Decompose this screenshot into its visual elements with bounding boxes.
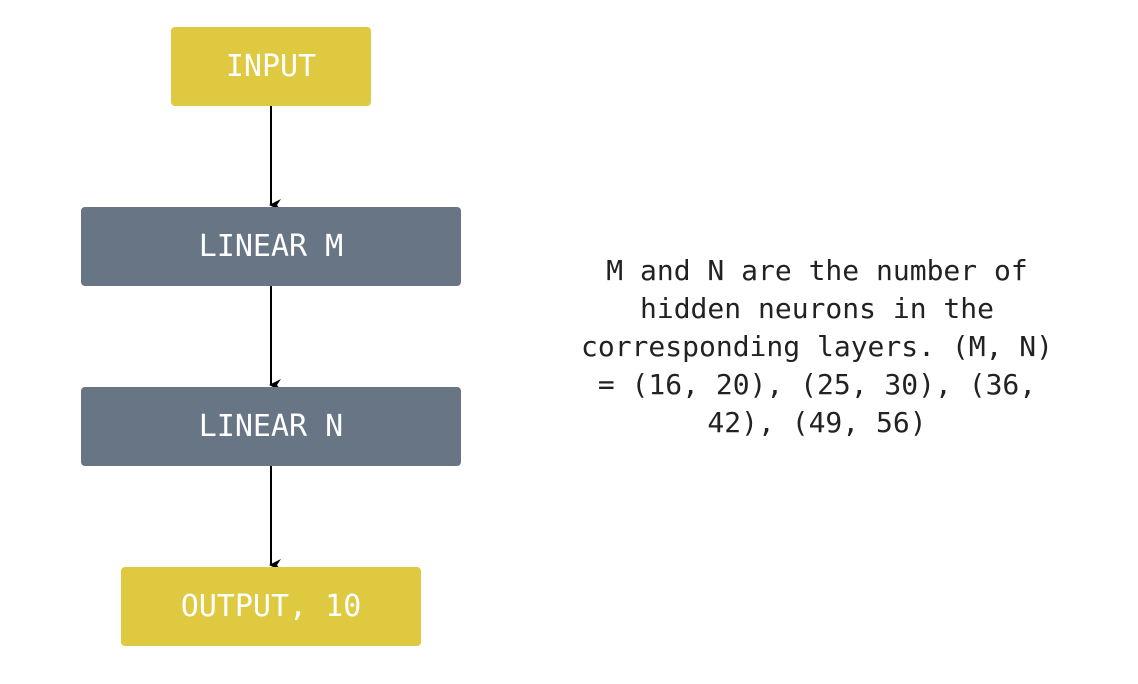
- output-node-label: OUTPUT, 10: [180, 589, 362, 624]
- output-node: OUTPUT, 10: [121, 567, 421, 646]
- annotation-note: M and N are the number of hidden neurons…: [580, 254, 1053, 439]
- input-node: INPUT: [171, 27, 371, 106]
- linear-m-node-label: LINEAR M: [198, 229, 344, 264]
- linear-n-node: LINEAR N: [81, 387, 461, 466]
- linear-m-node: LINEAR M: [81, 207, 461, 286]
- input-node-label: INPUT: [225, 49, 317, 84]
- linear-n-node-label: LINEAR N: [198, 409, 344, 444]
